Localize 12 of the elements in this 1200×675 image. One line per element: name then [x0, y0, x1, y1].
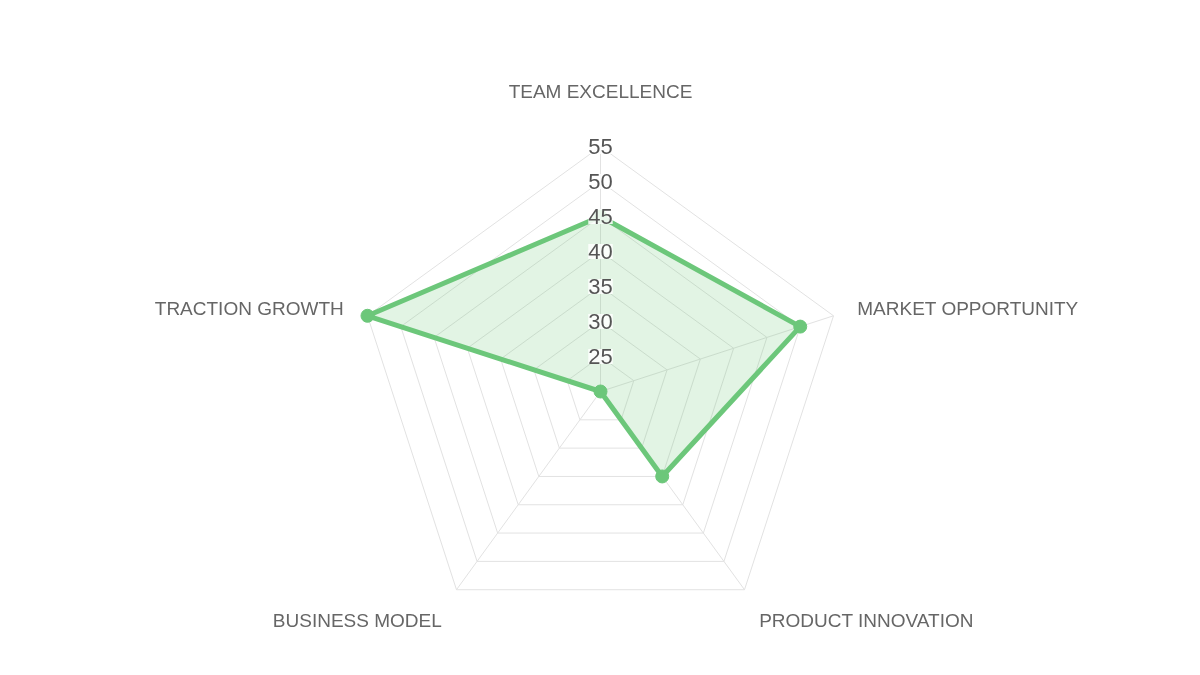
y-tick-label: 50: [588, 169, 613, 194]
y-tick-label: 30: [588, 309, 613, 334]
y-tick-label: 45: [588, 204, 613, 229]
y-tick-label: 35: [588, 274, 613, 299]
spoke-label: MARKET OPPORTUNITY: [857, 297, 1079, 319]
spoke-label: TRACTION GROWTH: [154, 297, 344, 319]
spoke-label: PRODUCT INNOVATION: [759, 609, 974, 631]
y-tick-label: 55: [588, 134, 613, 159]
spoke-label: TEAM EXCELLENCE: [508, 80, 693, 102]
y-tick-label: 25: [588, 344, 613, 369]
y-tick-label: 40: [588, 239, 613, 264]
spoke-label: BUSINESS MODEL: [272, 609, 442, 631]
